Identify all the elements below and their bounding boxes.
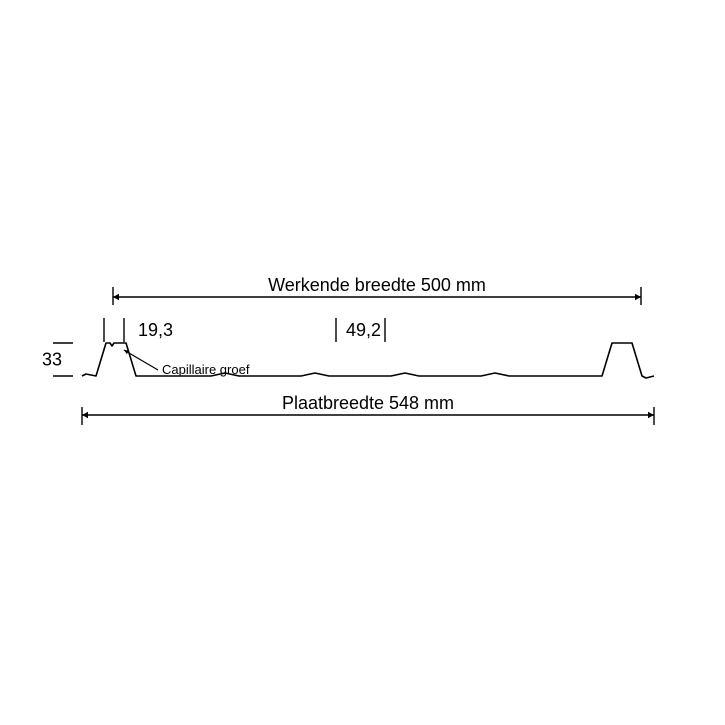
callout-capillary-groove — [124, 350, 158, 370]
label-working-width: Werkende breedte 500 mm — [268, 275, 486, 295]
label-plate-width: Plaatbreedte 548 mm — [282, 393, 454, 413]
label-height: 33 — [42, 350, 62, 370]
label-center-feature: 49,2 — [346, 320, 381, 340]
label-callout: Capillaire groef — [162, 362, 250, 377]
label-rib-top: 19,3 — [138, 320, 173, 340]
